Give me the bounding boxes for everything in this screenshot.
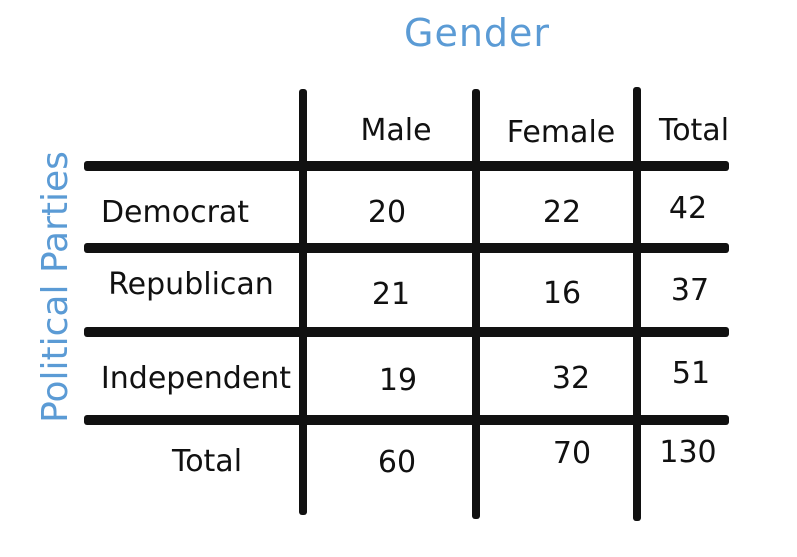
grid-line-col-1 bbox=[299, 89, 307, 515]
row-header-republican: Republican bbox=[108, 267, 274, 302]
row-axis-title: Political Parties bbox=[35, 151, 76, 423]
grid-line-row-3 bbox=[84, 415, 729, 425]
cell-independent-total: 51 bbox=[671, 356, 711, 391]
row-header-total: Total bbox=[171, 444, 243, 479]
column-header-male: Male bbox=[360, 113, 432, 148]
cell-independent-male: 19 bbox=[378, 363, 418, 398]
cell-total-male: 60 bbox=[377, 445, 417, 480]
grid-line-row-2 bbox=[84, 327, 729, 337]
cell-total-total: 130 bbox=[659, 435, 717, 470]
cell-democrat-female: 22 bbox=[542, 195, 582, 230]
cell-democrat-male: 20 bbox=[367, 195, 407, 230]
cell-independent-female: 32 bbox=[551, 361, 591, 396]
column-header-total: Total bbox=[658, 113, 730, 148]
column-header-female: Female bbox=[506, 115, 616, 150]
grid-line-row-1 bbox=[84, 243, 729, 253]
cell-republican-male: 21 bbox=[371, 277, 411, 312]
cell-republican-total: 37 bbox=[670, 273, 710, 308]
cell-republican-female: 16 bbox=[542, 276, 582, 311]
column-axis-title: Gender bbox=[404, 11, 551, 55]
row-header-independent: Independent bbox=[100, 361, 292, 396]
grid-line-col-3 bbox=[633, 87, 641, 521]
cell-democrat-total: 42 bbox=[668, 191, 708, 226]
row-header-democrat: Democrat bbox=[100, 195, 250, 230]
grid-line-header bbox=[84, 161, 729, 171]
grid-line-col-2 bbox=[472, 89, 480, 519]
cell-total-female: 70 bbox=[552, 436, 592, 471]
